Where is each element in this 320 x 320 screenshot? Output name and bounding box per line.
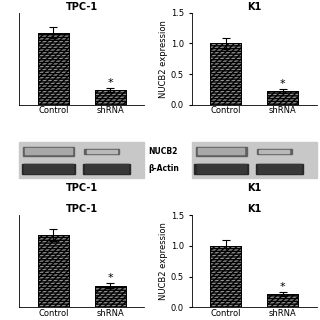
Bar: [38, 235, 69, 307]
Bar: [94, 90, 126, 105]
Title: TPC-1: TPC-1: [66, 2, 98, 12]
Bar: [196, 148, 247, 156]
Bar: [38, 33, 69, 105]
Text: *: *: [280, 282, 285, 292]
Bar: [22, 164, 76, 174]
Text: β-Actin: β-Actin: [148, 164, 179, 173]
Bar: [210, 246, 242, 307]
Bar: [256, 164, 303, 174]
Bar: [267, 91, 298, 105]
Bar: [257, 149, 292, 154]
Bar: [267, 294, 298, 307]
Bar: [87, 150, 117, 153]
Text: *: *: [107, 273, 113, 283]
Title: TPC-1: TPC-1: [66, 204, 98, 214]
Bar: [259, 150, 289, 153]
Title: K1: K1: [247, 2, 261, 12]
Bar: [194, 164, 248, 174]
Bar: [94, 285, 126, 307]
Bar: [83, 164, 131, 174]
Bar: [197, 164, 245, 173]
Bar: [26, 148, 72, 155]
Text: *: *: [280, 79, 285, 90]
Bar: [198, 148, 244, 155]
Text: *: *: [107, 78, 113, 88]
Bar: [267, 294, 298, 307]
Bar: [94, 90, 126, 105]
Bar: [94, 285, 126, 307]
Text: TPC-1: TPC-1: [66, 183, 98, 193]
Bar: [85, 164, 128, 173]
Bar: [210, 44, 242, 105]
Bar: [267, 91, 298, 105]
Y-axis label: NUCB2 expression: NUCB2 expression: [159, 222, 168, 300]
Y-axis label: NUCB2 expression: NUCB2 expression: [159, 20, 168, 98]
Bar: [38, 235, 69, 307]
Bar: [24, 164, 73, 173]
Text: NUCB2: NUCB2: [148, 147, 177, 156]
Bar: [38, 33, 69, 105]
Bar: [23, 148, 74, 156]
Bar: [210, 44, 242, 105]
Text: K1: K1: [247, 183, 261, 193]
Bar: [84, 149, 119, 154]
Title: K1: K1: [247, 204, 261, 214]
Bar: [210, 246, 242, 307]
Bar: [258, 164, 300, 173]
